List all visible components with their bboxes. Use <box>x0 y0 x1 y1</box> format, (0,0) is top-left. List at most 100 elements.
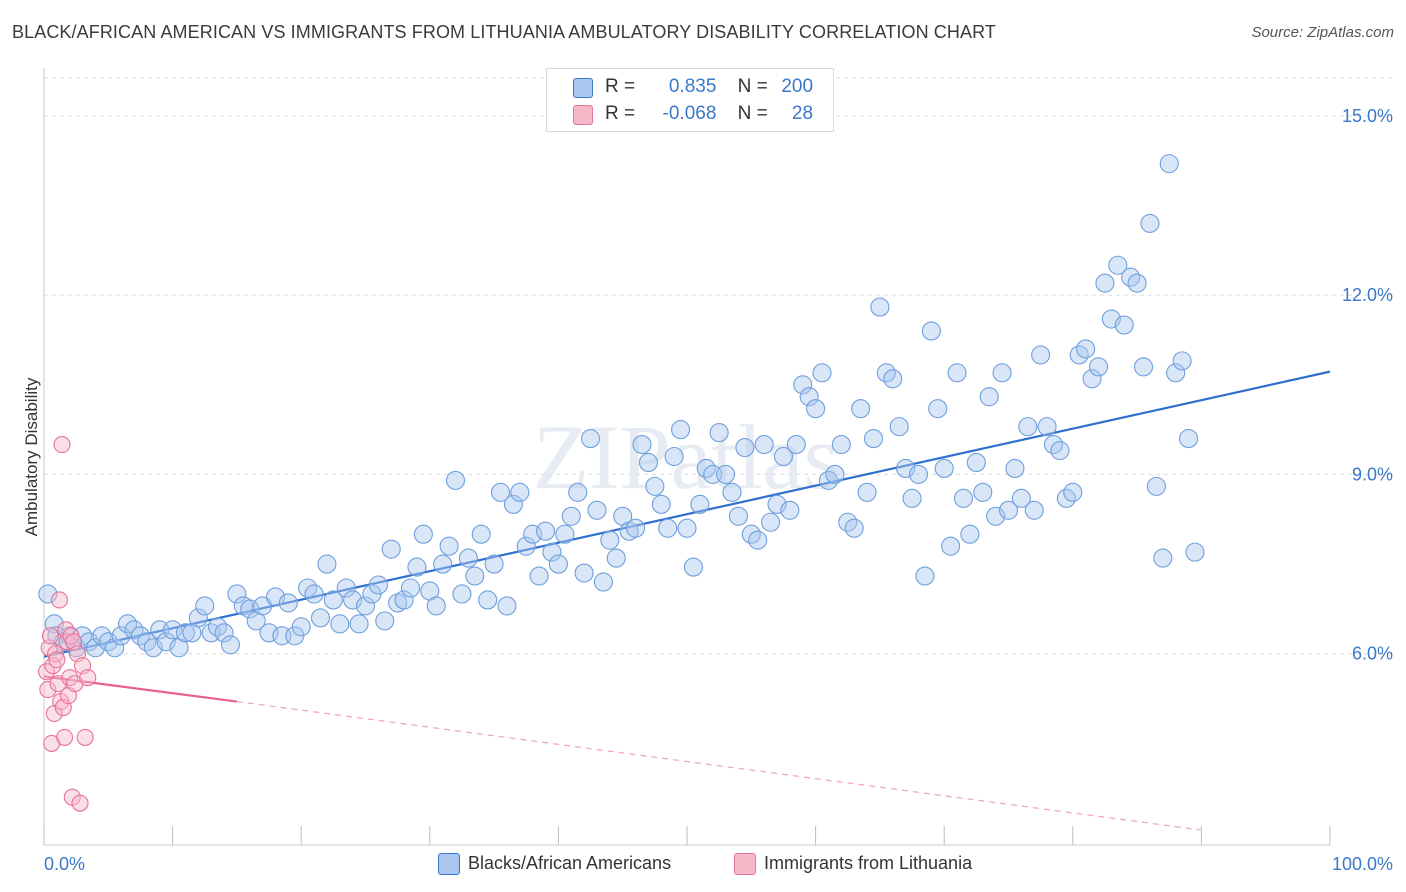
blacks-point <box>671 420 691 440</box>
blacks-point <box>921 321 941 341</box>
y-tick-label: 15.0% <box>1342 106 1393 126</box>
blacks-point <box>651 494 671 514</box>
blacks-point <box>773 446 794 467</box>
blacks-point <box>600 530 620 550</box>
blacks-point <box>355 596 376 616</box>
blacks-point <box>452 584 472 604</box>
blacks-point <box>323 590 343 610</box>
blacks-point <box>754 434 774 455</box>
blacks-point <box>812 363 832 383</box>
blacks-point <box>626 518 646 538</box>
blacks-point <box>433 554 453 574</box>
lithuania-point <box>76 728 94 746</box>
blacks-point <box>780 500 800 520</box>
blacks-point <box>1037 417 1057 437</box>
blacks-point <box>645 476 665 496</box>
blacks-point <box>1076 339 1096 359</box>
blacks-point <box>889 417 909 437</box>
blacks-point <box>748 530 768 550</box>
blacks-point <box>426 596 446 616</box>
blacks-point <box>413 524 433 544</box>
bottom-legend-label: Immigrants from Lithuania <box>764 853 973 873</box>
blacks-point <box>1108 255 1128 275</box>
x-tick-label: 100.0% <box>1332 854 1393 874</box>
blacks-point <box>548 554 568 574</box>
blacks-point <box>38 584 58 604</box>
blacks-point <box>960 524 980 544</box>
blacks-point <box>555 524 575 544</box>
blacks-point <box>992 363 1012 383</box>
lithuania-point <box>41 627 59 645</box>
lithuania-point <box>50 591 68 609</box>
blacks-point <box>381 539 401 559</box>
blacks-point <box>439 536 459 556</box>
blacks-point <box>1172 351 1192 371</box>
blacks-point <box>947 363 967 383</box>
blacks-point <box>1063 482 1083 502</box>
blacks-point <box>883 369 903 389</box>
blacks-point <box>941 536 961 556</box>
blacks-point <box>966 452 986 473</box>
blacks-point <box>542 542 562 562</box>
lithuania-trend-line <box>43 675 238 703</box>
lithuania-point <box>56 728 74 746</box>
legend-n-label: N = <box>737 103 768 124</box>
blacks-point <box>1050 440 1070 461</box>
blacks-point <box>490 482 511 502</box>
blacks-point <box>761 512 781 532</box>
blacks-point <box>793 375 813 395</box>
chart-source: Source: ZipAtlas.com <box>1251 24 1394 41</box>
blacks-point <box>716 464 736 484</box>
blacks-point <box>1011 488 1031 508</box>
legend-r-label: R = <box>605 103 636 124</box>
blacks-point <box>214 623 234 643</box>
lithuania-point <box>48 651 66 669</box>
legend-swatch-blue <box>573 78 593 98</box>
blacks-point <box>934 458 954 479</box>
blacks-point <box>902 488 922 508</box>
blacks-point <box>175 623 196 643</box>
blacks-point <box>863 429 884 449</box>
blacks-point <box>484 554 504 574</box>
blacks-point <box>1166 363 1186 383</box>
lithuania-point <box>79 669 97 687</box>
blacks-point <box>690 494 710 514</box>
blacks-point <box>1031 345 1051 365</box>
y-tick-label: 6.0% <box>1352 644 1393 664</box>
blacks-point <box>1146 476 1166 496</box>
tick-labels: 6.0% 9.0% 12.0% 15.0% 0.0% 100.0% <box>44 106 1393 874</box>
lithuania-point <box>38 663 56 681</box>
blacks-point <box>310 608 331 628</box>
chart-title: BLACK/AFRICAN AMERICAN VS IMMIGRANTS FRO… <box>12 22 996 42</box>
blacks-point <box>574 563 594 583</box>
legend-n-label: N = <box>737 76 768 97</box>
blacks-point <box>1133 357 1154 377</box>
blacks-point <box>497 596 517 616</box>
blacks-point <box>851 399 871 419</box>
blacks-point <box>471 524 491 544</box>
blacks-point <box>786 434 806 455</box>
blacks-point <box>478 590 498 610</box>
blacks-point <box>503 494 523 514</box>
blacks-point <box>915 566 935 586</box>
blacks-point <box>728 506 748 526</box>
blacks-point <box>844 518 864 538</box>
blacks-point <box>1082 369 1102 389</box>
blacks-point <box>458 548 478 568</box>
blacks-point <box>831 434 851 455</box>
legend-n-value: 28 <box>791 103 814 124</box>
blacks-point <box>799 387 819 407</box>
blacks-point <box>105 638 125 658</box>
x-tick-label: 0.0% <box>44 854 85 874</box>
blacks-point <box>857 482 877 502</box>
blacks-point <box>658 518 678 538</box>
blacks-point <box>825 464 845 484</box>
blacks-point <box>375 611 395 631</box>
blacks-point <box>407 557 427 577</box>
blacks-point <box>632 434 652 455</box>
blacks-point <box>593 572 613 592</box>
blacks-point <box>227 584 247 604</box>
blacks-point <box>394 590 414 610</box>
blacks-point <box>400 578 421 598</box>
blacks-point <box>516 536 536 556</box>
